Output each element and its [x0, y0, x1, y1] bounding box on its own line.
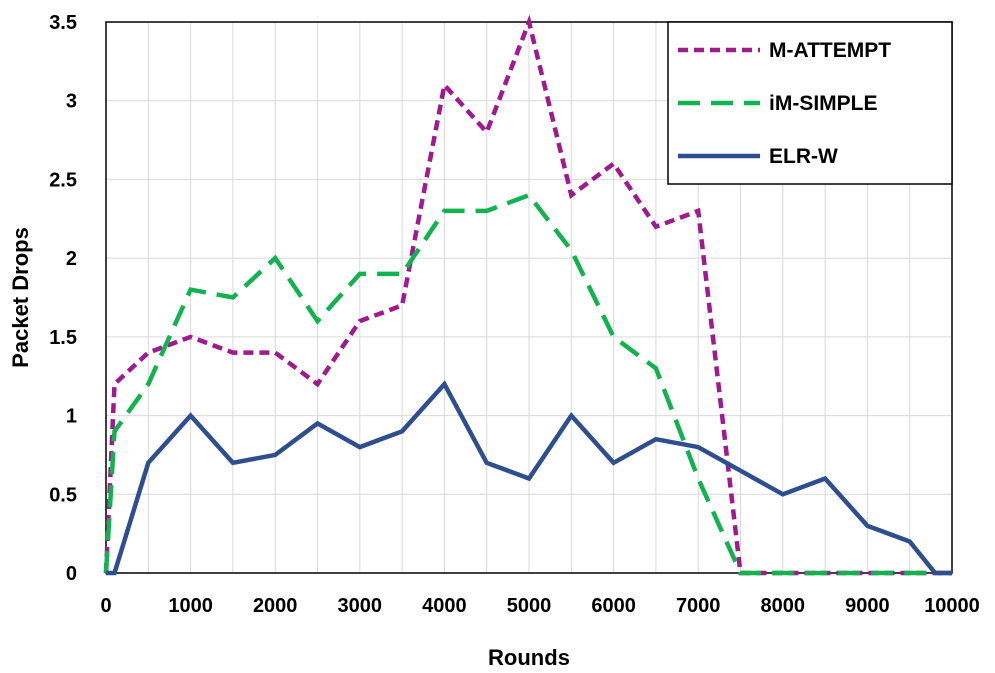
y-tick-label: 0.5 — [49, 484, 77, 506]
y-axis-ticks: 0 0.5 1 1.5 2 2.5 3 3.5 — [49, 12, 77, 585]
legend: M-ATTEMPT iM-SIMPLE ELR-W — [667, 21, 953, 185]
legend-label: M-ATTEMPT — [769, 39, 891, 62]
y-axis-title: Packet Drops — [8, 227, 33, 368]
y-tick-label: 1.5 — [49, 327, 77, 349]
y-tick-label: 2.5 — [49, 169, 77, 191]
series-line-m-attempt — [103, 14, 952, 576]
x-tick-label: 5000 — [507, 595, 552, 617]
y-tick-label: 3.5 — [49, 12, 77, 34]
x-tick-label: 3000 — [338, 595, 383, 617]
y-tick-label: 1 — [66, 406, 77, 428]
legend-label: iM-SIMPLE — [769, 92, 878, 115]
series-lines — [103, 14, 952, 576]
y-tick-label: 0 — [66, 563, 77, 585]
y-tick-label: 2 — [66, 248, 77, 270]
x-tick-label: 4000 — [422, 595, 467, 617]
legend-label: ELR-W — [769, 145, 838, 168]
x-tick-label: 2000 — [253, 595, 298, 617]
x-tick-label: 0 — [100, 595, 111, 617]
series-line-im-simple — [103, 192, 952, 576]
x-axis-ticks: 0 1000 2000 3000 4000 5000 6000 7000 8000 9000 100… — [100, 595, 979, 617]
x-tick-label: 6000 — [591, 595, 636, 617]
x-tick-label: 10000 — [924, 595, 980, 617]
x-tick-label: 8000 — [761, 595, 806, 617]
x-tick-label: 9000 — [845, 595, 890, 617]
series-line-elr-w — [106, 380, 952, 576]
x-tick-label: 1000 — [168, 595, 213, 617]
y-tick-label: 3 — [66, 91, 77, 113]
x-axis-title: Rounds — [488, 645, 570, 670]
x-tick-label: 7000 — [676, 595, 721, 617]
